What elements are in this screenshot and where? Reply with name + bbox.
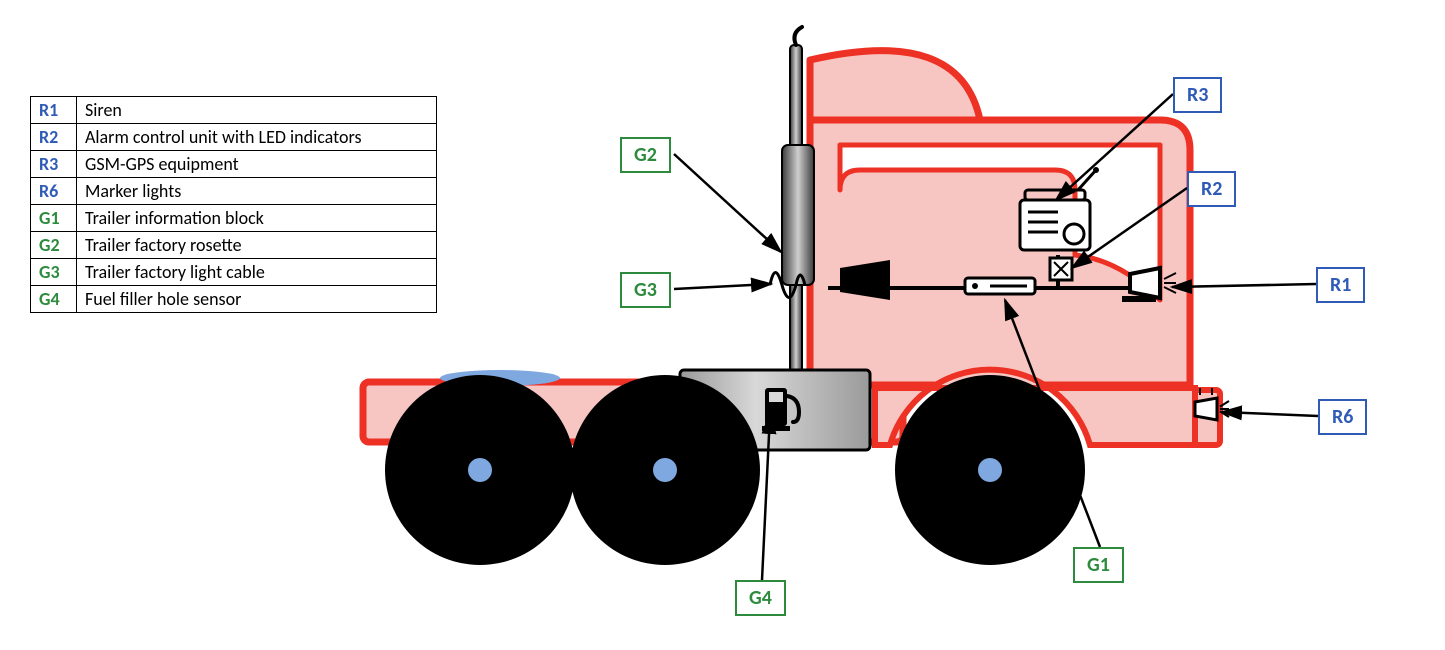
callout-g4: G4 [735,580,786,616]
truck-diagram [0,0,1445,650]
callout-r6: R6 [1318,399,1367,435]
callout-r1: R1 [1316,267,1365,303]
callout-g3: G3 [620,272,671,308]
callout-r2: R2 [1187,171,1236,207]
callout-g2: G2 [620,137,671,173]
callout-g1: G1 [1073,547,1124,583]
callout-r3: R3 [1173,77,1222,113]
